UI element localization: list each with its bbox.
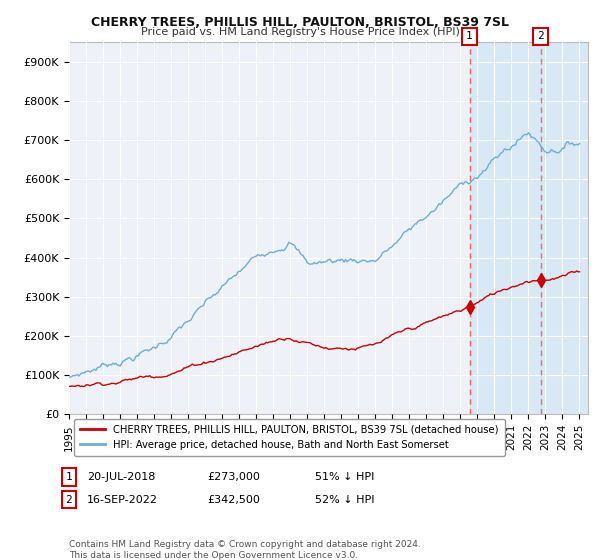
Text: 1: 1: [65, 472, 73, 482]
Text: 1: 1: [466, 31, 473, 41]
Bar: [470, 42, 541, 414]
Text: £342,500: £342,500: [207, 494, 260, 505]
Bar: [541, 42, 588, 414]
Text: Contains HM Land Registry data © Crown copyright and database right 2024.
This d: Contains HM Land Registry data © Crown c…: [69, 540, 421, 560]
Text: Price paid vs. HM Land Registry's House Price Index (HPI): Price paid vs. HM Land Registry's House …: [140, 27, 460, 37]
Text: CHERRY TREES, PHILLIS HILL, PAULTON, BRISTOL, BS39 7SL: CHERRY TREES, PHILLIS HILL, PAULTON, BRI…: [91, 16, 509, 29]
Text: 2: 2: [537, 31, 544, 41]
Text: £273,000: £273,000: [207, 472, 260, 482]
Text: 20-JUL-2018: 20-JUL-2018: [87, 472, 155, 482]
Text: 52% ↓ HPI: 52% ↓ HPI: [315, 494, 374, 505]
Text: 16-SEP-2022: 16-SEP-2022: [87, 494, 158, 505]
Legend: CHERRY TREES, PHILLIS HILL, PAULTON, BRISTOL, BS39 7SL (detached house), HPI: Av: CHERRY TREES, PHILLIS HILL, PAULTON, BRI…: [74, 419, 505, 456]
Text: 51% ↓ HPI: 51% ↓ HPI: [315, 472, 374, 482]
Text: 2: 2: [65, 494, 73, 505]
